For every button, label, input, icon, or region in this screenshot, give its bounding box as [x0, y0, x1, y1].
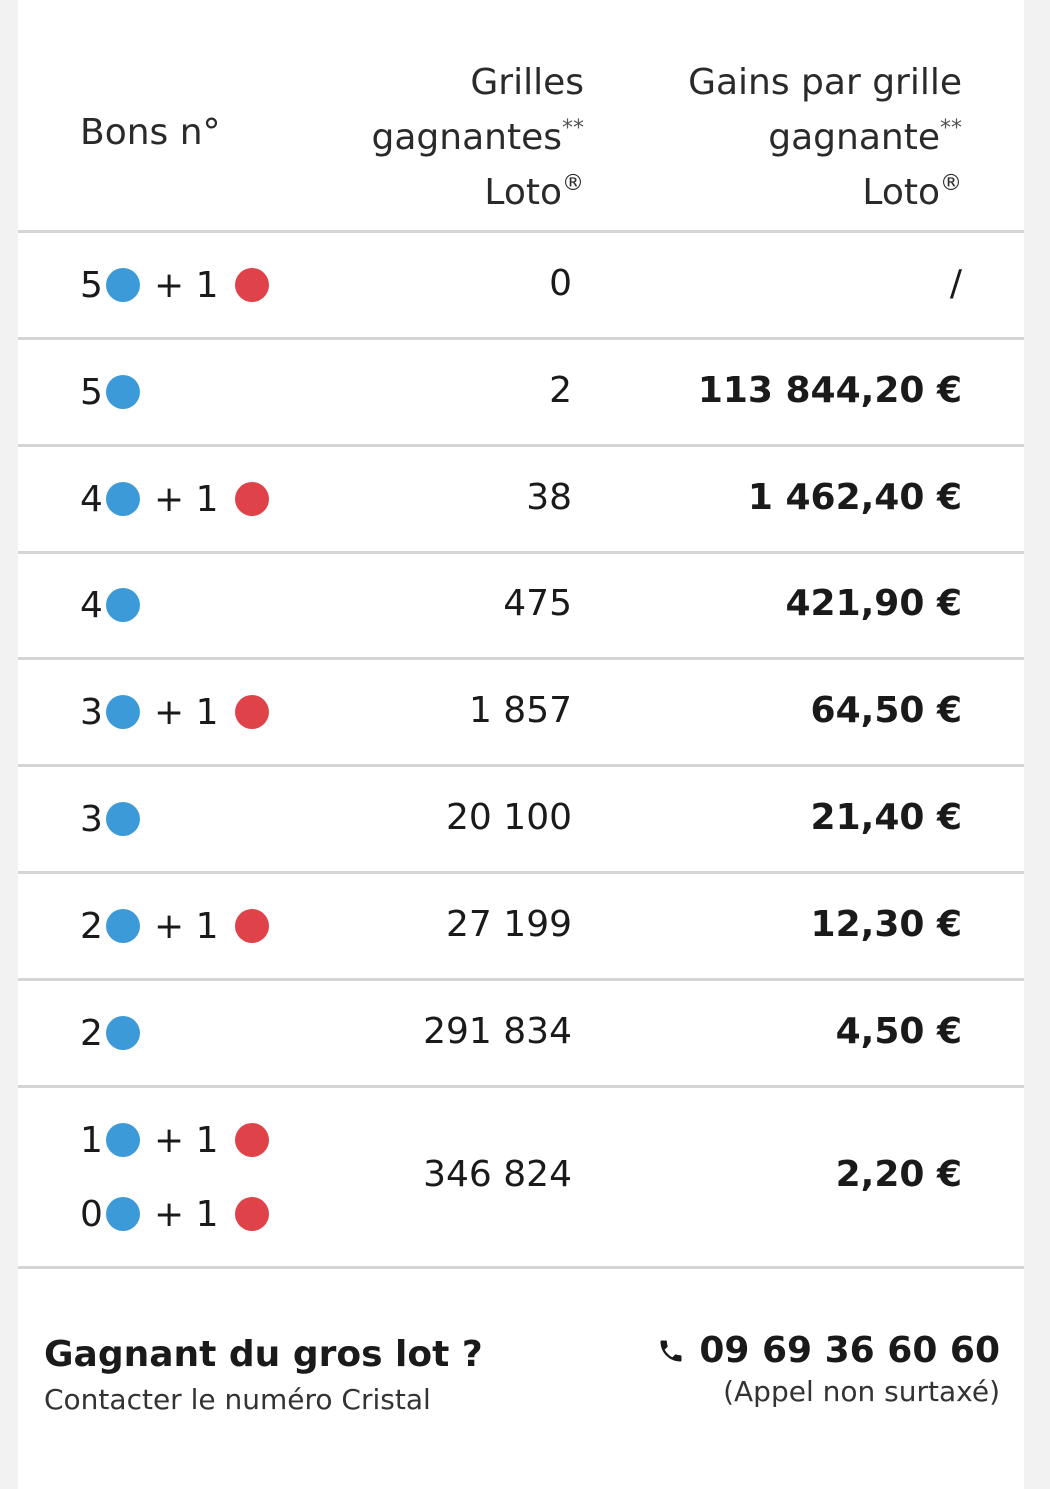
grilles-count: 38 [526, 477, 572, 518]
grilles-count: 291 834 [423, 1011, 572, 1052]
header-grilles-stars: ** [562, 116, 584, 141]
header-grilles-line3: Loto [484, 172, 562, 213]
blue-ball-icon [106, 909, 140, 943]
table-row: 5 2 113 844,20 € [18, 340, 1024, 447]
blue-count: 3 [80, 691, 103, 733]
header-gains-line2: gagnante [768, 117, 940, 158]
phone-note: (Appel non surtaxé) [723, 1375, 1000, 1408]
gain-amount: 2,20 € [835, 1154, 962, 1195]
results-card: Bons n° Grilles gagnantes** Loto® Gains … [18, 0, 1024, 1489]
grilles-count: 0 [549, 263, 572, 304]
blue-count: 1 [80, 1119, 103, 1161]
combo: 3 + 1 [80, 691, 269, 733]
blue-ball-icon [106, 375, 140, 409]
gain-amount: 421,90 € [785, 583, 962, 624]
phone-number: 09 69 36 60 60 [699, 1330, 1000, 1371]
blue-count: 4 [80, 478, 103, 520]
table-row: 2 + 1 27 199 12,30 € [18, 874, 1024, 981]
phone-link[interactable]: 09 69 36 60 60 [657, 1330, 1000, 1371]
header-gains-reg: ® [940, 171, 962, 196]
gain-amount: 64,50 € [810, 690, 962, 731]
plus-one: + 1 [154, 1119, 219, 1161]
table-row: 3 + 1 1 857 64,50 € [18, 660, 1024, 767]
blue-count: 2 [80, 905, 103, 947]
blue-ball-icon [106, 482, 140, 516]
grilles-count: 20 100 [446, 797, 572, 838]
blue-count: 4 [80, 584, 103, 626]
jackpot-contact: Gagnant du gros lot ? Contacter le numér… [44, 1334, 483, 1416]
combo: 3 [80, 798, 140, 840]
blue-ball-icon [106, 1123, 140, 1157]
combo: 2 [80, 1012, 140, 1054]
table-row: 4 475 421,90 € [18, 553, 1024, 660]
table-row: 3 20 100 21,40 € [18, 767, 1024, 874]
combo: 1 + 1 [80, 1119, 269, 1161]
header-bons: Bons n° [80, 112, 221, 153]
plus-one: + 1 [154, 905, 219, 947]
combo: 5 [80, 371, 140, 413]
blue-ball-icon [106, 1197, 140, 1231]
combo: 5 + 1 [80, 264, 269, 306]
plus-one: + 1 [154, 691, 219, 733]
header-gains-stars: ** [940, 116, 962, 141]
table-row: 4 + 1 38 1 462,40 € [18, 447, 1024, 554]
blue-ball-icon [106, 1016, 140, 1050]
grilles-count: 2 [549, 370, 572, 411]
phone-icon [660, 1340, 682, 1361]
combo: 4 + 1 [80, 478, 269, 520]
table-row: 2 291 834 4,50 € [18, 981, 1024, 1088]
header-gains: Gains par grille gagnante** Loto® [688, 60, 962, 216]
phone-contact[interactable]: 09 69 36 60 60 (Appel non surtaxé) [657, 1330, 1000, 1408]
blue-count: 2 [80, 1012, 103, 1054]
header-grilles-reg: ® [562, 171, 584, 196]
red-ball-icon [234, 1197, 269, 1231]
red-ball-icon [234, 695, 269, 729]
red-ball-icon [234, 1123, 269, 1157]
plus-one: + 1 [154, 1193, 219, 1235]
blue-ball-icon [106, 268, 140, 302]
header-grilles: Grilles gagnantes** Loto® [372, 60, 584, 216]
table-row: 5 + 1 0 / [18, 233, 1024, 340]
blue-count: 5 [80, 371, 103, 413]
jackpot-title: Gagnant du gros lot ? [44, 1334, 483, 1375]
gain-amount: 4,50 € [835, 1011, 962, 1052]
red-ball-icon [234, 909, 269, 943]
grilles-count: 475 [503, 583, 572, 624]
header-grilles-line1: Grilles [470, 62, 584, 103]
gain-amount: 113 844,20 € [697, 370, 962, 411]
grilles-count: 27 199 [446, 904, 572, 945]
table-header: Bons n° Grilles gagnantes** Loto® Gains … [18, 0, 1024, 233]
blue-count-alt: 0 [80, 1193, 103, 1235]
blue-ball-icon [106, 695, 140, 729]
blue-ball-icon [106, 588, 140, 622]
plus-one: + 1 [154, 478, 219, 520]
blue-count: 3 [80, 798, 103, 840]
table-row: 1 + 1 0 + 1 346 824 2,20 € [18, 1088, 1024, 1269]
red-ball-icon [234, 482, 269, 516]
blue-count: 5 [80, 264, 103, 306]
blue-ball-icon [106, 802, 140, 836]
gain-amount: 1 462,40 € [747, 477, 962, 518]
red-ball-icon [234, 268, 269, 302]
combo-alt: 0 + 1 [80, 1193, 269, 1235]
combo: 4 [80, 584, 140, 626]
combo: 2 + 1 [80, 905, 269, 947]
grilles-count: 1 857 [468, 690, 572, 731]
grilles-count: 346 824 [423, 1154, 572, 1195]
header-gains-line1: Gains par grille [688, 62, 962, 103]
gain-amount: 21,40 € [810, 797, 962, 838]
header-gains-line3: Loto [862, 172, 940, 213]
gain-amount: / [949, 263, 962, 304]
jackpot-subtitle: Contacter le numéro Cristal [44, 1383, 431, 1416]
gain-amount: 12,30 € [810, 904, 962, 945]
header-grilles-line2: gagnantes [371, 117, 562, 158]
plus-one: + 1 [154, 264, 219, 306]
